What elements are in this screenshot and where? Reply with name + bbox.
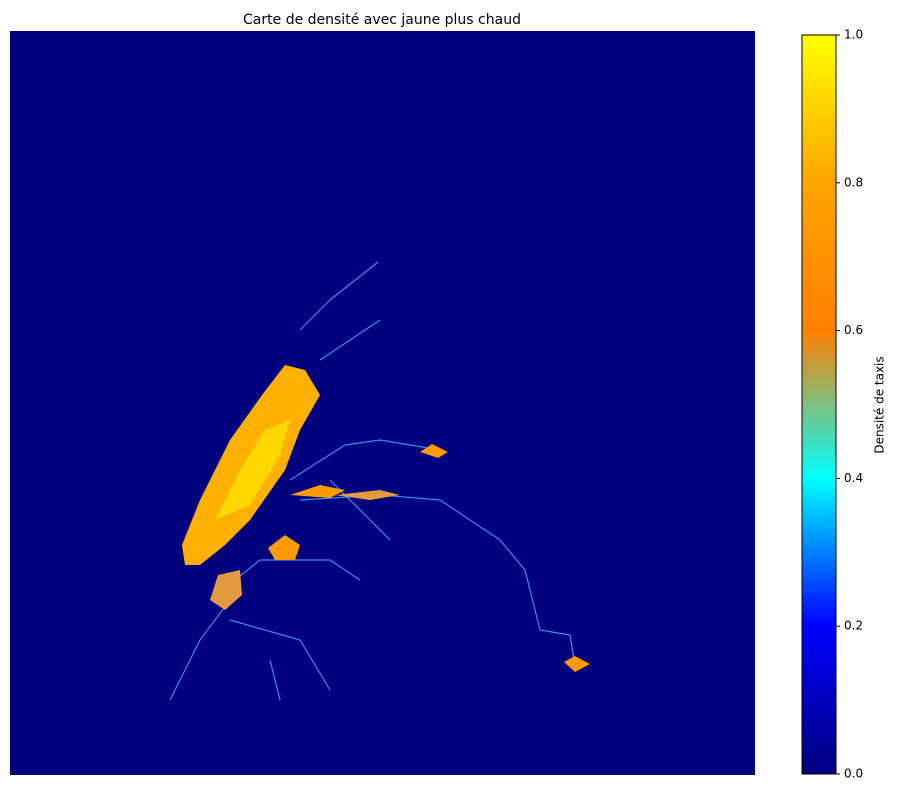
colorbar-tick-label: 1.0 [844, 28, 863, 42]
colorbar-tick-label: 0.2 [844, 619, 863, 633]
colorbar-tick-label: 0.0 [844, 767, 863, 781]
colorbar-tick-label: 0.6 [844, 323, 863, 337]
colorbar [802, 35, 836, 774]
chart-title: Carte de densité avec jaune plus chaud [243, 12, 521, 28]
colorbar-tick-label: 0.8 [844, 175, 863, 189]
colorbar-label: Densité de taxis [873, 356, 887, 453]
colorbar-frame [801, 34, 837, 775]
heatmap-image [10, 31, 755, 775]
colorbar-tick-label: 0.4 [844, 471, 863, 485]
